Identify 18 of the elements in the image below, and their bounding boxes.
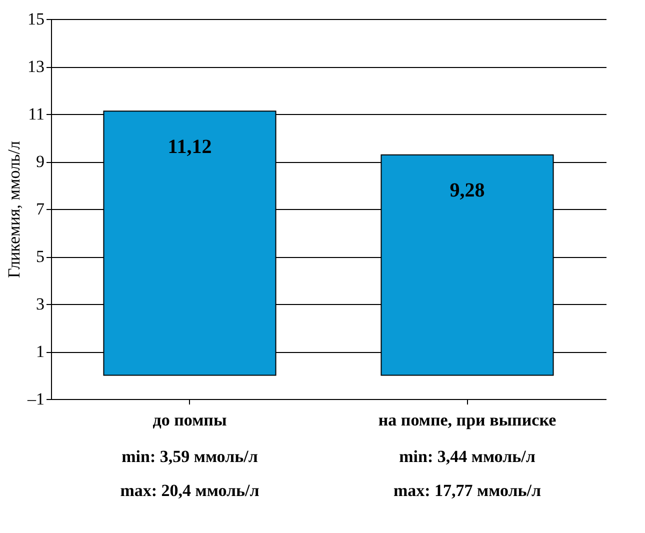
y-tick-label: 7 [36,200,45,218]
x-tick-label: на помпе, при выписке [378,410,557,430]
y-tick-label: 1 [36,342,44,361]
y-tick-label: 11 [28,104,44,124]
y-tick-label: –1 [26,390,44,408]
y-tick-label: 3 [36,294,44,314]
x-tick-label: до помпы [152,410,227,430]
y-tick-label: 5 [36,247,44,266]
text: max: 17,77 ммоль/л [393,481,542,500]
data-label: 11,12 [168,136,212,158]
y-tick-label: 13 [28,57,44,76]
y-tick-label: 15 [28,10,44,28]
y-axis-title: Гликемия, ммоль/л [4,140,24,278]
text: max: 20,4 ммоль/л [120,481,260,500]
text: min: 3,44 ммоль/л [399,447,536,466]
y-tick-label: 9 [36,152,44,171]
data-label: 9,28 [450,179,485,202]
text: min: 3,59 ммоль/л [122,447,258,466]
